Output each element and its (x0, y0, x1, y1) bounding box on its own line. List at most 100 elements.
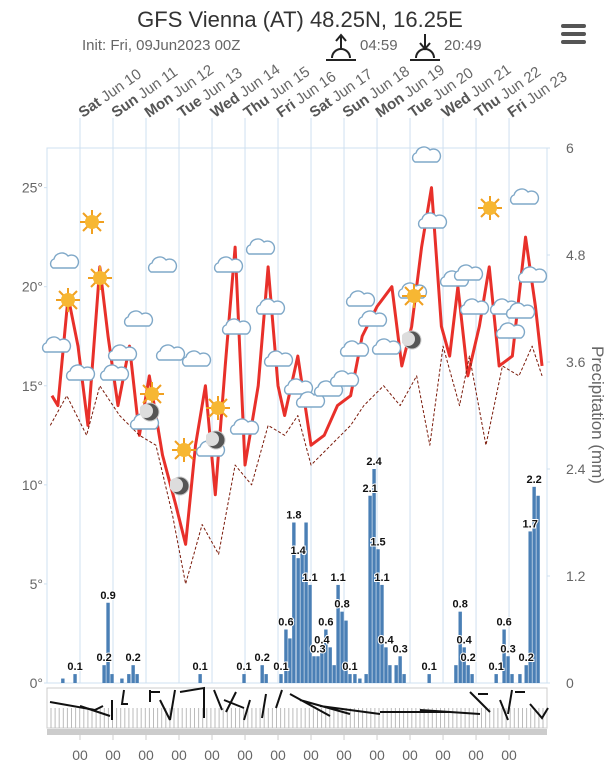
wind-arrows (49, 686, 549, 721)
precipitation-bar (328, 647, 332, 683)
precipitation-bar (372, 469, 376, 683)
precipitation-bar (458, 611, 462, 683)
y-tick-label: 0° (30, 675, 43, 691)
precipitation-bar (279, 674, 283, 683)
x-tick-label: 00 (303, 747, 319, 763)
sunset-icon (410, 34, 440, 61)
bar-value-label: 0.2 (255, 652, 270, 664)
precipitation-bar (102, 665, 106, 683)
precipitation-bar (388, 665, 392, 683)
grid (44, 118, 550, 684)
precipitation-bar (135, 674, 139, 683)
precipitation-bar (198, 674, 202, 683)
precipitation-bar (304, 522, 308, 683)
bar-value-label: 2.1 (362, 483, 377, 495)
bar-value-label: 0.1 (273, 661, 288, 673)
bar-value-label: 1.5 (370, 536, 385, 548)
precipitation-bar (110, 674, 114, 683)
precipitation-bar (264, 674, 268, 683)
sunrise-icon (326, 33, 356, 61)
menu-button[interactable] (561, 24, 586, 44)
precipitation-bar (332, 665, 336, 683)
precipitation-bar (536, 495, 540, 683)
y2-axis-label: Precipitation (mm) (588, 346, 607, 484)
precipitation-bar (402, 674, 406, 683)
precipitation-bar (466, 665, 470, 683)
precipitation-bar (454, 665, 458, 683)
precipitation-bar (528, 531, 532, 683)
precipitation-bar (320, 647, 324, 683)
bar-value-label: 0.8 (453, 599, 468, 611)
bar-value-label: 2.4 (366, 456, 382, 468)
precipitation-bar (524, 665, 528, 683)
precipitation-bar (506, 656, 510, 683)
bar-value-label: 0.1 (342, 661, 357, 673)
y2-tick-label: 6 (566, 140, 574, 156)
x-tick-label: 00 (270, 747, 286, 763)
y-tick-label: 5° (30, 576, 43, 592)
precipitation-bar (494, 674, 498, 683)
bar-value-label: 0.1 (489, 661, 504, 673)
precipitation-bar (120, 678, 124, 683)
precipitation-bar (462, 647, 466, 683)
precipitation-bar (324, 629, 328, 683)
bar-value-label: 0.6 (278, 617, 293, 629)
x-tick-label: 00 (402, 747, 418, 763)
precipitation-bar (502, 629, 506, 683)
precipitation-bar (470, 674, 474, 683)
chart-subtitle: Init: Fri, 09Jun2023 00Z (82, 37, 240, 54)
bar-value-label: 0.4 (457, 634, 473, 646)
x-tick-label: 00 (105, 747, 121, 763)
y2-tick-label: 0 (566, 675, 574, 691)
bar-value-label: 0.1 (192, 661, 207, 673)
bar-value-label: 1.1 (330, 572, 345, 584)
bar-value-label: 1.1 (302, 572, 317, 584)
y2-tick-label: 4.8 (566, 247, 586, 263)
precipitation-bar (336, 584, 340, 683)
precipitation-bars (61, 469, 540, 683)
x-tick-label: 00 (336, 747, 352, 763)
precipitation-bar (308, 584, 312, 683)
precipitation-bar (300, 549, 304, 683)
bar-value-label: 0.3 (500, 643, 515, 655)
bar-value-label: 0.1 (422, 661, 437, 673)
x-tick-label: 00 (204, 747, 220, 763)
x-tick-label: 00 (501, 747, 517, 763)
sunset-time: 20:49 (444, 37, 482, 54)
precipitation-bar (358, 678, 362, 683)
temperature-lines (49, 186, 544, 585)
y-tick-label: 10° (22, 477, 43, 493)
day-weekday: Sat (76, 94, 105, 121)
bar-value-label: 0.1 (236, 661, 251, 673)
time-strip (47, 729, 547, 735)
bar-value-label: 0.2 (519, 652, 534, 664)
bar-value-label: 0.3 (392, 643, 407, 655)
bar-value-label: 0.4 (378, 634, 394, 646)
precipitation-bar (380, 584, 384, 683)
bar-value-label: 1.7 (523, 518, 538, 530)
dewpoint-line (49, 345, 543, 585)
precipitation-bar (340, 611, 344, 683)
bar-value-label: 1.4 (291, 545, 307, 557)
precipitation-bar (376, 549, 380, 683)
bar-value-label: 0.2 (460, 652, 475, 664)
bar-value-label: 1.1 (374, 572, 389, 584)
sunrise-time: 04:59 (360, 37, 398, 54)
bar-value-label: 0.3 (310, 643, 325, 655)
x-tick-label: 00 (171, 747, 187, 763)
precipitation-bar (344, 620, 348, 683)
bar-value-label: 0.9 (100, 590, 115, 602)
precipitation-bar (288, 638, 292, 683)
chart-title: GFS Vienna (AT) 48.25N, 16.25E (137, 7, 463, 32)
bar-value-label: 0.2 (125, 652, 140, 664)
precipitation-bar (348, 674, 352, 683)
precipitation-bar (364, 674, 368, 683)
precipitation-bar (242, 674, 246, 683)
bar-value-label: 0.8 (334, 599, 349, 611)
precipitation-bar (292, 522, 296, 683)
precipitation-bar (316, 656, 320, 683)
precipitation-bar (296, 558, 300, 683)
precipitation-bar (312, 656, 316, 683)
temperature-line (50, 186, 544, 546)
